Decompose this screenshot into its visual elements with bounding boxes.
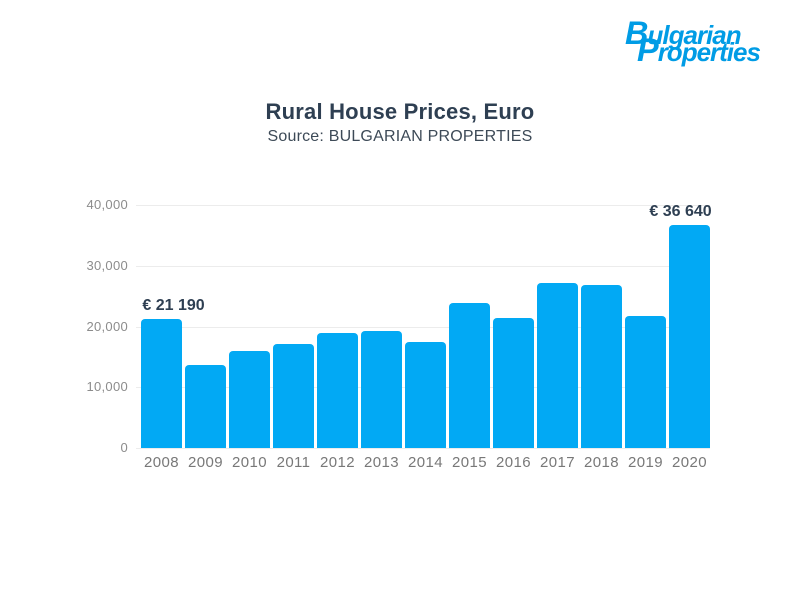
x-tick-label-2017: 2017 <box>540 454 575 471</box>
y-tick-label-30000: 30,000 <box>86 257 128 273</box>
brand-logo-line1: Bulgarian <box>625 15 742 51</box>
y-tick-label-20000: 20,000 <box>86 318 128 334</box>
value-annotation-2008: € 21 190 <box>142 297 205 315</box>
bar-2020[interactable] <box>669 225 710 448</box>
x-tick-label-2014: 2014 <box>408 454 443 471</box>
bar-2019[interactable] <box>625 315 666 448</box>
bar-2011[interactable] <box>273 343 314 448</box>
gridline-20000 <box>136 327 710 328</box>
y-tick-label-10000: 10,000 <box>86 379 128 395</box>
gridline-30000 <box>136 266 710 267</box>
y-tick-label-0: 0 <box>120 440 128 455</box>
bar-2012[interactable] <box>317 332 358 448</box>
bar-2009[interactable] <box>185 365 226 448</box>
x-tick-label-2016: 2016 <box>496 454 531 471</box>
value-annotation-2020: € 36 640 <box>649 203 712 221</box>
x-tick-label-2009: 2009 <box>188 454 223 471</box>
x-tick-label-2015: 2015 <box>452 454 487 471</box>
gridline-0 <box>136 448 710 449</box>
bar-2010[interactable] <box>229 350 270 448</box>
bar-2008[interactable] <box>141 319 182 448</box>
bar-2015[interactable] <box>449 303 490 448</box>
gridline-40000 <box>136 205 710 206</box>
bar-2013[interactable] <box>361 330 402 448</box>
y-tick-label-40000: 40,000 <box>86 197 128 212</box>
x-tick-label-2020: 2020 <box>672 454 707 471</box>
bar-2016[interactable] <box>493 317 534 448</box>
chart-title: Rural House Prices, Euro <box>265 99 535 124</box>
x-tick-label-2019: 2019 <box>628 454 663 471</box>
brand-logo: Bulgarian Properties <box>625 15 761 68</box>
bar-2017[interactable] <box>537 282 578 448</box>
bar-2014[interactable] <box>405 341 446 448</box>
brand-logo-line2: Properties <box>637 32 761 68</box>
x-tick-label-2012: 2012 <box>320 454 355 471</box>
x-tick-label-2018: 2018 <box>584 454 619 471</box>
x-tick-label-2008: 2008 <box>144 454 179 471</box>
chart-subtitle: Source: BULGARIAN PROPERTIES <box>267 128 533 145</box>
x-tick-label-2010: 2010 <box>232 454 267 471</box>
x-tick-label-2013: 2013 <box>364 454 399 471</box>
bar-2018[interactable] <box>581 285 622 448</box>
x-tick-label-2011: 2011 <box>276 454 311 471</box>
